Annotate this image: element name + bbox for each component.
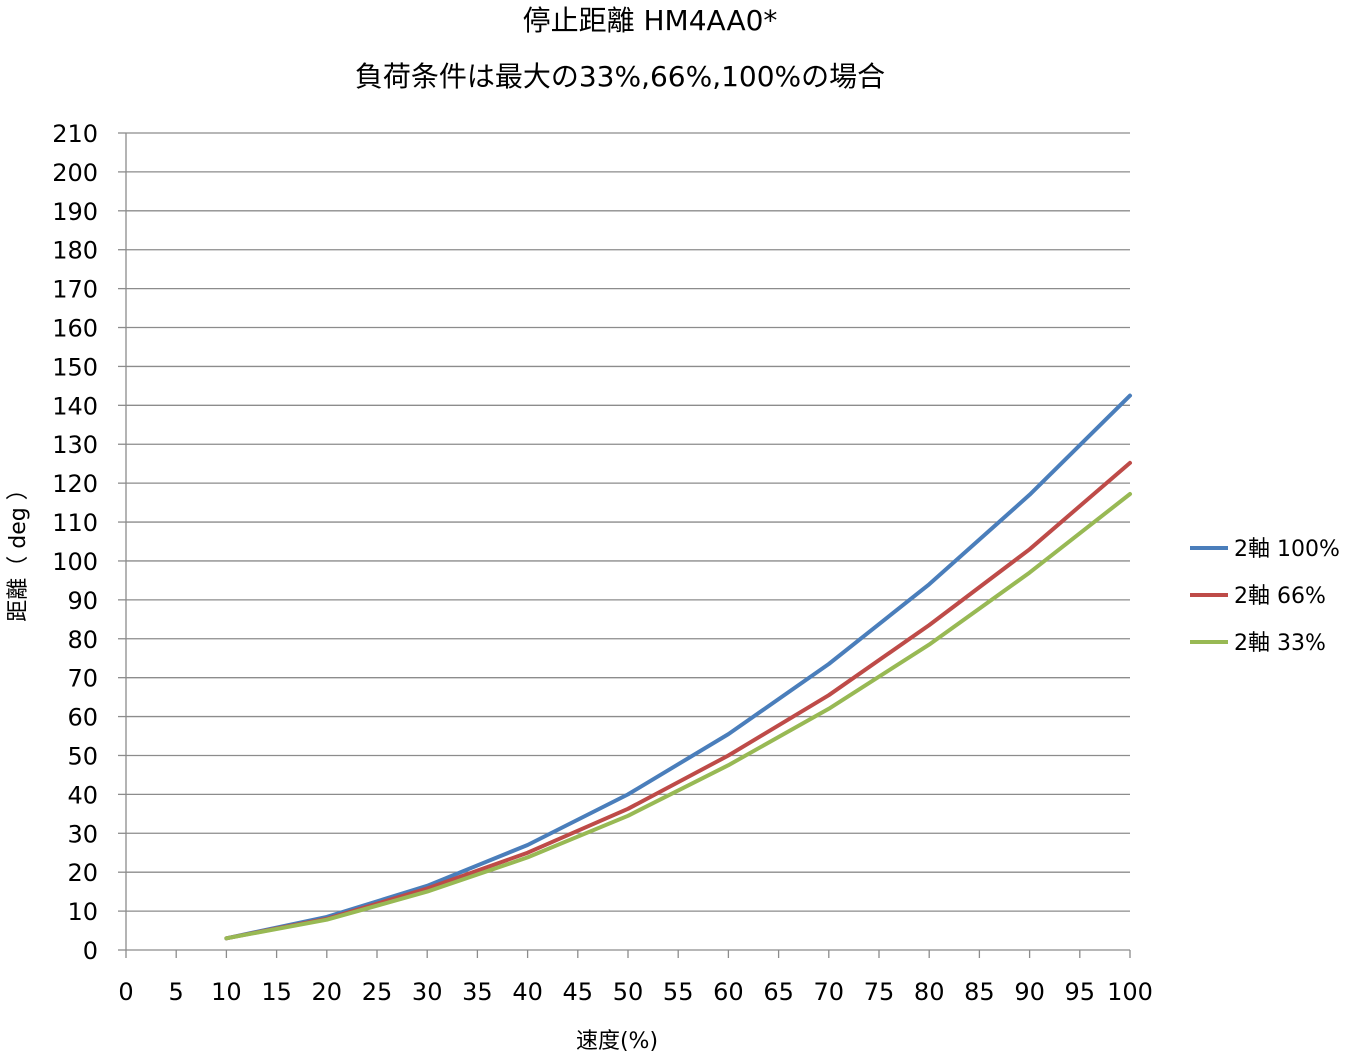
x-tick-label: 50 (613, 978, 644, 1006)
y-tick-label: 140 (52, 392, 98, 420)
axes (118, 132, 1131, 958)
x-axis-label: 速度(%) (576, 1029, 658, 1054)
x-tick-label: 40 (512, 978, 543, 1006)
y-tick-label: 50 (67, 742, 98, 770)
y-tick-label: 10 (67, 898, 98, 926)
gridlines (126, 132, 1130, 912)
y-tick-label: 0 (83, 937, 98, 965)
chart-title: 停止距離 HM4AA0* (523, 4, 778, 37)
series-lines (224, 393, 1132, 941)
x-tick-label: 80 (914, 978, 945, 1006)
x-tick-label: 100 (1107, 978, 1153, 1006)
x-tick-label: 25 (362, 978, 393, 1006)
x-tick-label: 15 (261, 978, 292, 1006)
x-tick-label: 45 (563, 978, 594, 1006)
x-tick-label: 30 (412, 978, 443, 1006)
series-line-3 (224, 492, 1132, 941)
y-tick-label: 170 (52, 276, 98, 304)
legend-label: 2軸 66% (1234, 584, 1326, 609)
y-tick-label: 160 (52, 315, 98, 343)
x-tick-label: 60 (713, 978, 744, 1006)
y-tick-label: 70 (67, 665, 98, 693)
y-tick-label: 200 (52, 159, 98, 187)
legend-label: 2軸 33% (1234, 631, 1326, 656)
x-tick-label: 20 (312, 978, 343, 1006)
x-tick-label: 10 (211, 978, 242, 1006)
series-line-1 (224, 393, 1132, 941)
y-tick-label: 90 (67, 587, 98, 615)
y-tick-label: 190 (52, 198, 98, 226)
x-tick-label: 0 (118, 978, 133, 1006)
x-tick-label: 35 (462, 978, 493, 1006)
y-tick-label: 110 (52, 509, 98, 537)
y-tick-label: 120 (52, 470, 98, 498)
y-tick-label: 80 (67, 626, 98, 654)
chart-subtitle: 負荷条件は最大の33%,66%,100%の場合 (355, 60, 885, 93)
x-tick-label: 70 (814, 978, 845, 1006)
y-tick-label: 40 (67, 781, 98, 809)
x-tick-label: 90 (1014, 978, 1045, 1006)
y-tick-label: 20 (67, 859, 98, 887)
y-tick-label: 210 (52, 120, 98, 148)
y-tick-label: 150 (52, 353, 98, 381)
x-tick-labels: 0 5 10 15 20 25 30 35 40 45 50 55 60 65 70 75 80 85 90 95 10… (118, 978, 1153, 1006)
series-line-2 (224, 460, 1132, 941)
y-tick-label: 60 (67, 704, 98, 732)
x-tick-label: 55 (663, 978, 694, 1006)
y-tick-label: 100 (52, 548, 98, 576)
legend: 2軸 100% 2軸 66% 2軸 33% (1190, 537, 1340, 656)
x-tick-label: 75 (864, 978, 895, 1006)
y-tick-label: 30 (67, 820, 98, 848)
x-tick-label: 85 (964, 978, 995, 1006)
y-tick-labels: 0 10 20 30 40 50 60 70 80 90 100 110 120 130 140 150 160… (52, 120, 98, 965)
y-axis-label: 距離（ deg ） (6, 478, 31, 621)
legend-label: 2軸 100% (1234, 537, 1340, 562)
x-tick-label: 95 (1065, 978, 1096, 1006)
x-tick-label: 5 (169, 978, 184, 1006)
y-tick-label: 180 (52, 237, 98, 265)
x-tick-label: 65 (763, 978, 794, 1006)
y-tick-label: 130 (52, 431, 98, 459)
